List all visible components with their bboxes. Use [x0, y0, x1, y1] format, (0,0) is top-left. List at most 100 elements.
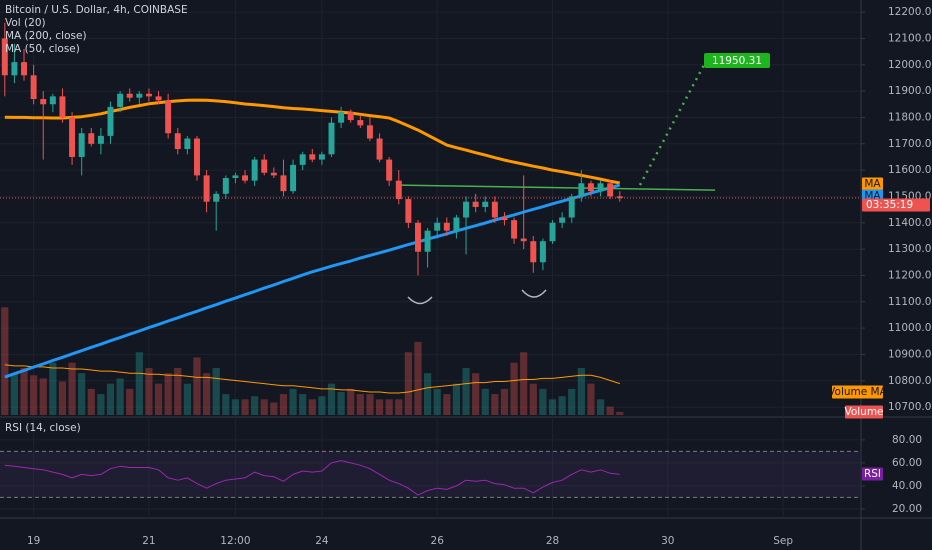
volume-bar	[279, 394, 288, 415]
chart-title: Bitcoin / U.S. Dollar, 4h, COINBASE	[5, 4, 188, 16]
volume-bar	[577, 367, 585, 415]
volume-ma-label: Volume MA	[828, 386, 887, 398]
candle-body	[69, 117, 76, 157]
candle-body	[136, 93, 143, 98]
candle-body	[155, 96, 162, 101]
candle-body	[107, 106, 114, 136]
volume-bar	[299, 394, 307, 415]
candle-body	[424, 230, 431, 252]
volume-bar	[10, 373, 19, 415]
volume-bar	[87, 388, 95, 415]
rsi-title: RSI (14, close)	[5, 422, 81, 434]
volume-ma-line	[4, 364, 620, 394]
candle-body	[299, 154, 306, 165]
candle-body	[597, 183, 604, 192]
volume-bar	[337, 392, 345, 415]
candle-body	[347, 112, 354, 121]
candle-body	[222, 178, 229, 194]
volume-bar	[443, 394, 451, 415]
rsi-label: RSI	[864, 468, 881, 480]
candle-body	[318, 154, 325, 160]
candle-body	[261, 159, 268, 173]
y-tick-label: 11200.00	[888, 269, 932, 281]
candle-body	[607, 183, 614, 197]
volume-bar	[193, 357, 201, 415]
y-tick-label: 11400.00	[888, 217, 932, 229]
y-tick-label: 12000.00	[888, 59, 932, 71]
candle-body	[117, 93, 124, 107]
volume-bar	[606, 406, 614, 415]
volume-bar	[145, 367, 153, 415]
candle-body	[453, 217, 460, 231]
candle-body	[415, 222, 421, 252]
candle-body	[539, 241, 546, 263]
x-tick-label: Sep	[773, 535, 793, 547]
y-tick-label: 80.00	[892, 434, 922, 446]
volume-bar	[116, 378, 124, 415]
volume-bar	[558, 396, 566, 415]
candle-body	[568, 196, 575, 218]
candle-body	[511, 220, 518, 239]
candle-body	[174, 133, 181, 150]
y-tick-label: 10800.00	[888, 375, 932, 387]
volume-bar	[135, 352, 143, 415]
rsi-band	[0, 451, 860, 498]
y-tick-label: 10700.00	[888, 401, 932, 413]
series-label-box	[862, 177, 883, 191]
volume-bar	[366, 394, 374, 415]
volume-bar	[414, 341, 422, 415]
candle-body	[549, 222, 556, 242]
candle-body	[376, 138, 383, 160]
volume-bar	[539, 388, 547, 415]
volume-bar	[395, 399, 403, 415]
volume-bar	[183, 383, 191, 415]
candle-body	[395, 180, 402, 200]
candle-body	[78, 133, 85, 157]
candle-body	[328, 122, 335, 155]
candle-body	[434, 222, 441, 231]
candle-body	[616, 196, 623, 199]
candle-body	[21, 62, 28, 76]
volume-bar	[270, 402, 278, 415]
volume-bar	[510, 362, 518, 415]
indicator-label: MA (50, close)	[5, 43, 80, 55]
indicator-label: MA (200, close)	[5, 30, 87, 42]
y-tick-label: 11800.00	[888, 111, 932, 123]
pattern-arc	[407, 296, 433, 305]
x-tick-label: 28	[546, 535, 559, 547]
volume-bar	[587, 383, 595, 415]
volume-bar	[548, 399, 557, 415]
volume-bar	[58, 381, 67, 415]
y-tick-label: 11300.00	[888, 243, 932, 255]
candle-body	[530, 241, 537, 263]
candle-body	[11, 62, 18, 76]
volume-bar	[289, 388, 297, 415]
indicator-label: Vol (20)	[5, 17, 46, 29]
candle-body	[49, 96, 56, 105]
volume-bar	[375, 399, 384, 415]
volume-bar	[327, 383, 336, 415]
candle-body	[491, 201, 498, 218]
y-tick-label: 12100.00	[888, 32, 932, 44]
x-tick-label: 19	[27, 535, 40, 547]
y-tick-label: 60.00	[892, 457, 922, 469]
candle-body	[270, 172, 277, 176]
volume-label: Volume	[844, 406, 883, 418]
candle-body	[578, 183, 585, 197]
x-tick-label: 26	[431, 535, 445, 547]
y-tick-label: 11100.00	[888, 296, 932, 308]
candle-body	[30, 75, 37, 100]
candle-body	[184, 138, 191, 150]
volume-bar	[164, 373, 172, 415]
volume-bar	[318, 396, 326, 415]
volume-bar	[423, 373, 432, 415]
volume-bar	[308, 399, 316, 415]
volume-bar	[78, 373, 86, 415]
x-tick-label: 12:00	[220, 535, 250, 547]
candle-body	[40, 99, 47, 105]
candle-body	[232, 175, 239, 179]
volume-bar	[49, 362, 57, 415]
volume-bar	[452, 383, 461, 415]
